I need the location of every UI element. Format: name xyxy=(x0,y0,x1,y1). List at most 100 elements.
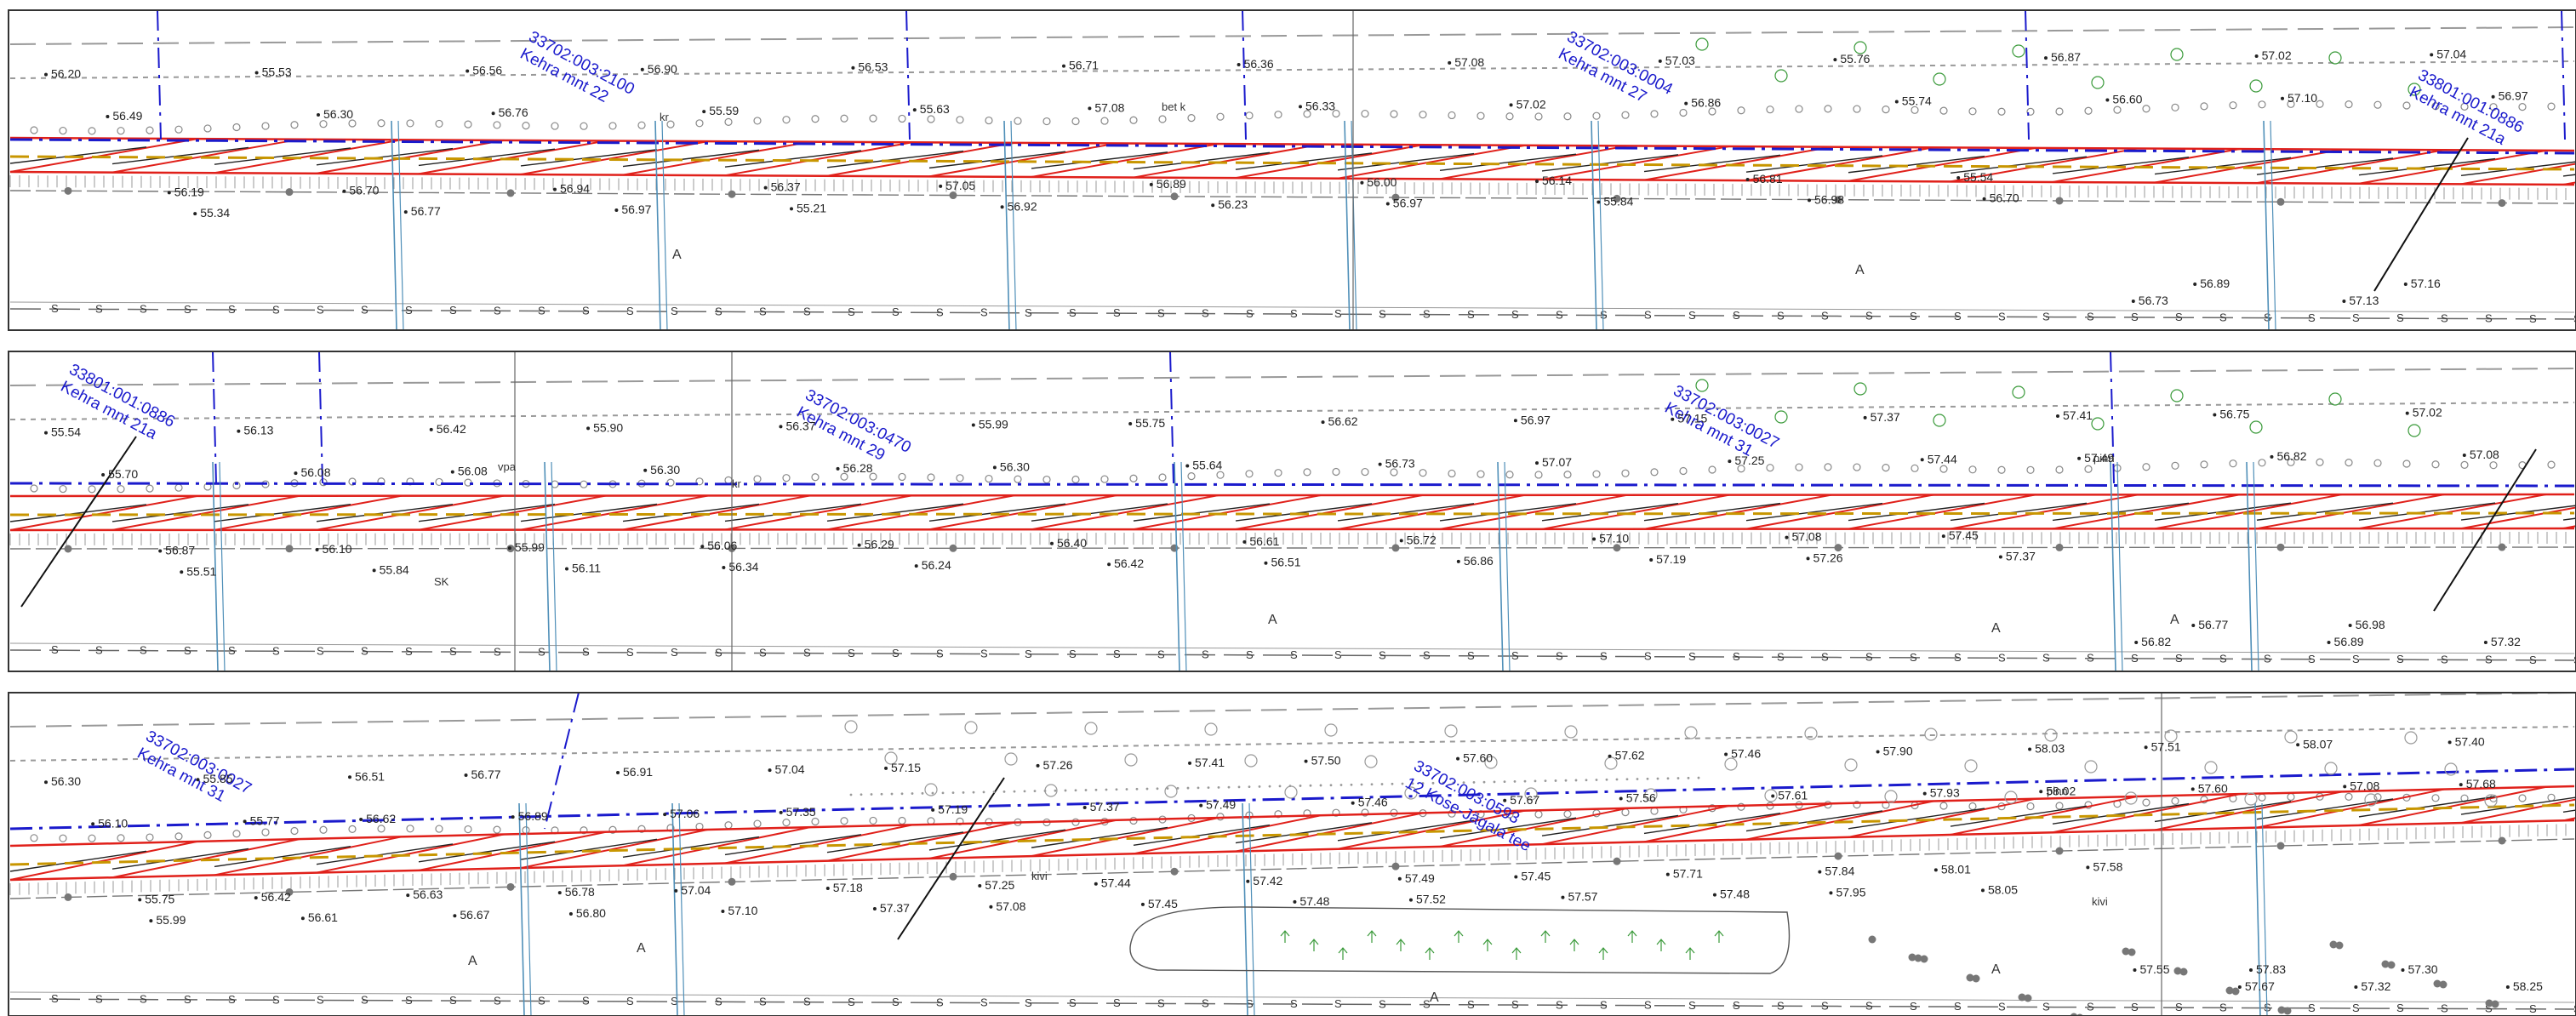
elevation-value: 55.99 xyxy=(156,913,186,927)
elevation-value: 56.11 xyxy=(572,562,601,575)
survey-point xyxy=(1939,106,1948,115)
sewer-marker: S xyxy=(2264,653,2271,665)
road-hatch-line xyxy=(1541,805,1730,846)
survey-point xyxy=(2518,794,2527,802)
road-hatch-line xyxy=(520,503,658,522)
survey-point xyxy=(2373,793,2382,802)
tree-symbol xyxy=(2249,420,2263,434)
elevation-dot xyxy=(978,883,982,888)
elevation-point: 57.02 xyxy=(2405,406,2442,420)
elevation-point: 56.06 xyxy=(700,539,738,552)
elevation-point: 56.67 xyxy=(453,908,490,922)
shrub-symbol xyxy=(1396,939,1406,951)
road-hatch-line xyxy=(316,843,454,865)
elevation-dot xyxy=(643,468,648,472)
sewer-marker: S xyxy=(1157,648,1165,660)
sewer-marker: S xyxy=(1600,998,1608,1011)
elevation-value: 56.23 xyxy=(1218,197,1248,211)
survey-point xyxy=(1908,953,1916,962)
elevation-value: 57.04 xyxy=(2436,47,2466,60)
dotted-boundary xyxy=(870,793,873,796)
sewer-marker: S xyxy=(2441,311,2448,324)
dotted-boundary xyxy=(860,793,863,796)
survey-point xyxy=(1824,463,1832,471)
tree-symbol xyxy=(2408,83,2421,96)
survey-point xyxy=(898,472,906,482)
sewer-marker: S xyxy=(51,992,59,1005)
shrub-symbol xyxy=(1454,930,1464,943)
survey-point xyxy=(1708,107,1716,116)
elevation-value: 57.04 xyxy=(681,883,711,897)
sewer-marker: S xyxy=(272,303,280,316)
road-hatch-line xyxy=(2256,149,2445,185)
curb-line xyxy=(9,803,2575,866)
survey-point xyxy=(1737,465,1745,473)
elevation-dot xyxy=(2401,968,2405,972)
elevation-dot xyxy=(1514,875,1518,879)
survey-point xyxy=(782,819,791,827)
road-hatch-line xyxy=(1541,146,1730,180)
elevation-point: 57.84 xyxy=(1818,865,1855,878)
road-hatch-line xyxy=(1235,812,1424,853)
sewer-marker: S xyxy=(494,645,501,658)
elevation-point: 56.30 xyxy=(317,107,353,121)
elevation-value: 57.32 xyxy=(2361,979,2390,993)
tree-symbol xyxy=(1404,786,1418,800)
road-hatch-line xyxy=(2358,494,2547,530)
survey-point xyxy=(232,123,241,132)
elevation-value: 57.44 xyxy=(1928,452,1957,465)
elevation-value: 57.35 xyxy=(786,805,816,819)
elevation-dot xyxy=(1149,182,1153,186)
survey-point xyxy=(406,119,414,128)
survey-point xyxy=(261,828,270,836)
survey-point xyxy=(1613,544,1621,552)
road-hatch-line xyxy=(2052,148,2241,183)
utility-crossing xyxy=(2261,802,2268,1015)
elevation-point: 57.67 xyxy=(2237,979,2275,993)
elevation-dot xyxy=(939,184,943,188)
dotted-boundary xyxy=(1401,782,1404,785)
elevation-point: 57.07 xyxy=(1535,455,1572,469)
sewer-marker: S xyxy=(1157,996,1165,1009)
survey-point xyxy=(695,477,704,486)
tree-symbol xyxy=(1853,382,1867,396)
boundary-line xyxy=(9,402,2575,420)
road-hatch-line xyxy=(1337,503,1475,522)
elevation-value: 57.15 xyxy=(1677,412,1707,425)
elevation-point: 57.02 xyxy=(1509,97,1546,111)
sewer-marker: S xyxy=(1467,308,1475,321)
dotted-boundary xyxy=(1676,777,1680,779)
tree-symbol xyxy=(2408,424,2421,437)
sewer-marker: S xyxy=(51,302,59,315)
elevation-dot xyxy=(1185,464,1190,468)
road-hatch-line xyxy=(1745,502,1883,522)
boundary-line xyxy=(9,60,2575,79)
survey-point xyxy=(406,825,414,833)
elevation-point: 56.33 xyxy=(1299,99,1335,112)
sewer-marker: S xyxy=(759,996,767,1008)
elevation-point: 56.97 xyxy=(1513,413,1551,426)
survey-point xyxy=(1042,475,1051,484)
road-hatch-line xyxy=(2256,788,2445,829)
sewer-marker: S xyxy=(2573,654,2576,666)
map-label: kr xyxy=(732,477,742,490)
survey-point xyxy=(2387,961,2396,969)
elevation-value: 56.29 xyxy=(865,538,894,551)
sewer-marker: S xyxy=(582,995,590,1007)
sewer-marker: S xyxy=(2219,311,2227,323)
survey-point xyxy=(666,120,675,128)
elevation-dot xyxy=(674,888,678,893)
dotted-boundary xyxy=(1217,785,1220,789)
survey-point xyxy=(2142,798,2150,807)
elevation-dot xyxy=(2354,985,2358,989)
dotted-boundary xyxy=(1268,785,1271,788)
elevation-dot xyxy=(1399,539,1403,543)
elevation-value: 56.90 xyxy=(648,62,677,76)
elevation-dot xyxy=(2405,411,2409,415)
utility-crossing xyxy=(2116,461,2123,671)
survey-point xyxy=(1737,802,1745,811)
elevation-point: 57.10 xyxy=(2281,91,2317,105)
sewer-marker: S xyxy=(1069,996,1077,1009)
elevation-point: 57.95 xyxy=(1829,885,1866,899)
elevation-point: 57.45 xyxy=(1941,528,1979,542)
